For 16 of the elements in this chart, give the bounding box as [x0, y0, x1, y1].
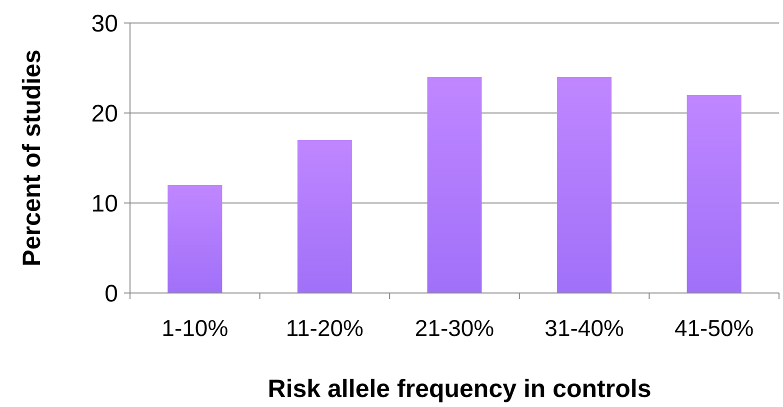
bar	[686, 95, 742, 293]
x-axis-title: Risk allele frequency in controls	[268, 375, 652, 403]
y-tick-label: 20	[91, 100, 118, 128]
x-tick-label: 21-30%	[414, 315, 494, 341]
y-tick-label: 10	[91, 190, 118, 218]
x-tick-label: 1-10%	[162, 315, 228, 341]
y-tick-label: 0	[104, 280, 118, 308]
bar	[168, 185, 222, 293]
y-tick-label: 30	[91, 10, 118, 38]
bar	[297, 140, 352, 293]
y-axis-title: Percent of studies	[18, 50, 46, 266]
bar	[557, 77, 612, 293]
x-tick-label: 41-50%	[674, 315, 754, 341]
bar	[427, 77, 482, 293]
x-tick-label: 11-20%	[286, 315, 364, 341]
x-tick-label: 31-40%	[544, 315, 624, 341]
